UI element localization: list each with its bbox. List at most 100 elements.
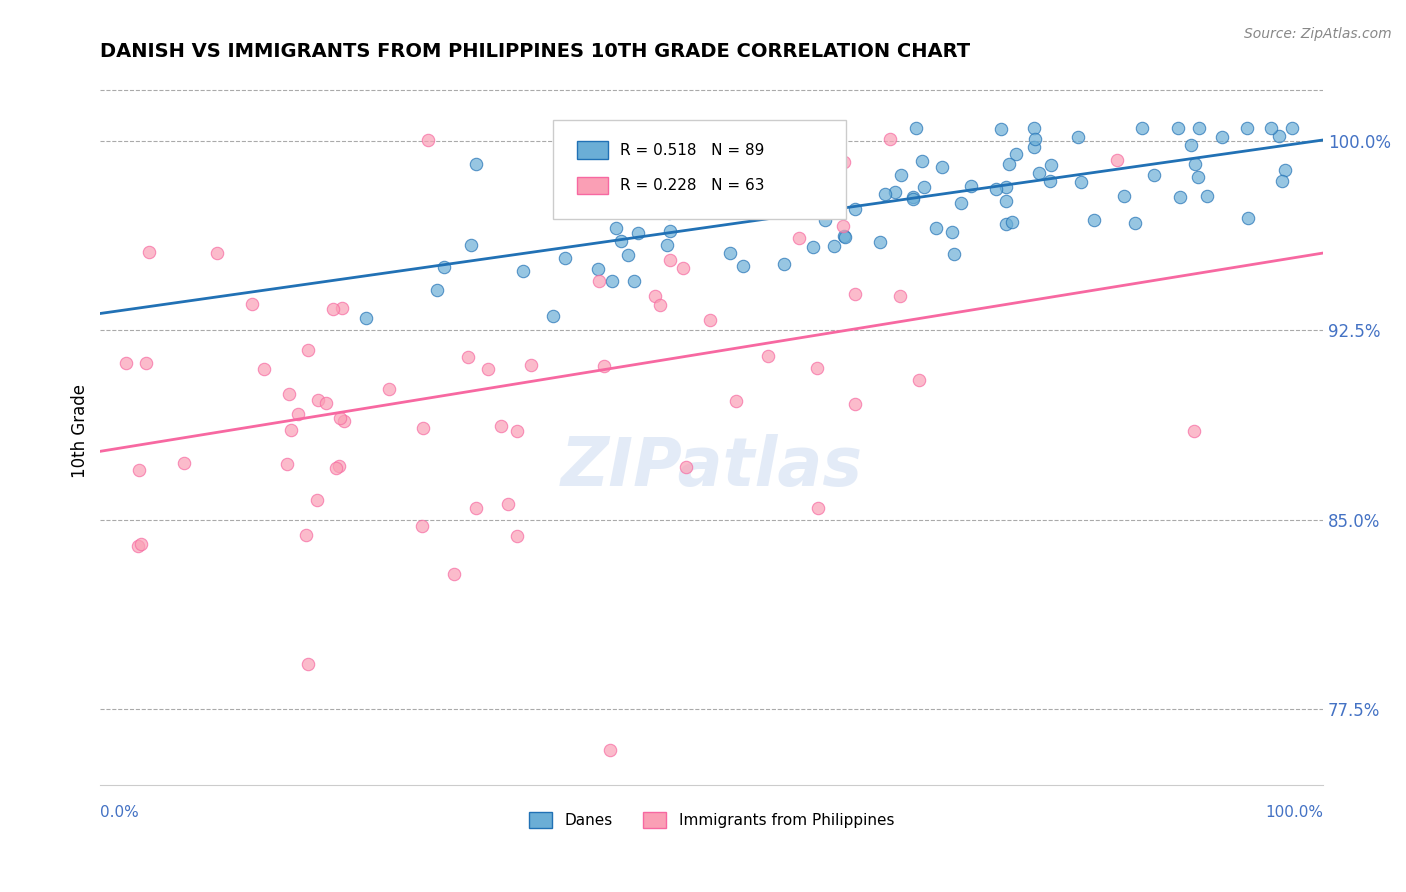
Legend: Danes, Immigrants from Philippines: Danes, Immigrants from Philippines: [523, 805, 900, 834]
Point: [330, 301, 353, 315]
Point: [138, 244, 160, 259]
Point: [1236, 211, 1258, 225]
Text: 0.0%: 0.0%: [100, 805, 139, 821]
Point: [658, 206, 681, 220]
Point: [1039, 158, 1062, 172]
Point: [787, 231, 810, 245]
Point: [931, 161, 953, 175]
Point: [1039, 174, 1062, 188]
Point: [844, 202, 866, 217]
Point: [883, 185, 905, 199]
Text: 100.0%: 100.0%: [1265, 805, 1323, 821]
Point: [588, 275, 610, 289]
Point: [995, 180, 1018, 194]
Point: [1105, 153, 1128, 167]
Point: [995, 217, 1018, 231]
Point: [824, 164, 846, 178]
Point: [426, 284, 449, 298]
Point: [205, 245, 228, 260]
Point: [1211, 130, 1233, 145]
Text: ZIPatlas: ZIPatlas: [561, 434, 863, 500]
Point: [644, 289, 666, 303]
Point: [1167, 121, 1189, 136]
Point: [1001, 215, 1024, 229]
Point: [889, 289, 911, 303]
Point: [990, 122, 1012, 136]
Point: [328, 458, 350, 473]
Point: [586, 186, 609, 200]
Point: [814, 212, 837, 227]
Point: [1028, 166, 1050, 180]
Point: [728, 186, 751, 201]
Point: [831, 219, 853, 233]
Point: [173, 456, 195, 470]
Point: [731, 259, 754, 273]
Point: [675, 460, 697, 475]
Point: [329, 411, 352, 425]
Point: [832, 228, 855, 243]
Point: [586, 261, 609, 276]
Y-axis label: 10th Grade: 10th Grade: [72, 384, 89, 478]
Point: [600, 274, 623, 288]
Point: [1188, 121, 1211, 136]
Point: [1130, 121, 1153, 136]
Point: [280, 423, 302, 437]
Point: [758, 349, 780, 363]
Point: [869, 235, 891, 249]
FancyBboxPatch shape: [553, 120, 846, 219]
Point: [807, 202, 830, 217]
Point: [307, 393, 329, 408]
Point: [773, 257, 796, 271]
Point: [506, 529, 529, 543]
Point: [418, 133, 440, 147]
Point: [806, 360, 828, 375]
Point: [460, 238, 482, 252]
Point: [699, 313, 721, 327]
Point: [814, 178, 837, 192]
Point: [925, 220, 948, 235]
Point: [1024, 132, 1046, 146]
Point: [333, 414, 356, 428]
Point: [1143, 168, 1166, 182]
Point: [135, 356, 157, 370]
Point: [912, 180, 935, 194]
Point: [1260, 121, 1282, 136]
Point: [464, 500, 486, 515]
Point: [411, 518, 433, 533]
Point: [960, 179, 983, 194]
Point: [941, 225, 963, 239]
Point: [724, 393, 747, 408]
Point: [1274, 163, 1296, 178]
Point: [131, 536, 153, 550]
Point: [994, 194, 1017, 208]
Point: [807, 501, 830, 516]
Point: [768, 168, 790, 182]
Point: [879, 132, 901, 146]
Point: [844, 287, 866, 301]
Point: [464, 157, 486, 171]
Point: [672, 260, 695, 275]
Point: [813, 156, 835, 170]
Bar: [578, 141, 607, 159]
Point: [512, 264, 534, 278]
Point: [1083, 212, 1105, 227]
Point: [616, 247, 638, 261]
Point: [1271, 174, 1294, 188]
Point: [801, 240, 824, 254]
Point: [519, 359, 541, 373]
Point: [770, 169, 793, 183]
Point: [905, 121, 928, 136]
Point: [1005, 147, 1028, 161]
Point: [908, 373, 931, 387]
Point: [297, 343, 319, 357]
Point: [505, 424, 527, 438]
Point: [433, 260, 456, 274]
Point: [718, 246, 741, 260]
Point: [1070, 175, 1092, 189]
Point: [354, 310, 377, 325]
Point: [128, 463, 150, 477]
Point: [496, 497, 519, 511]
Point: [1281, 121, 1303, 136]
Point: [832, 154, 855, 169]
Point: [315, 396, 337, 410]
